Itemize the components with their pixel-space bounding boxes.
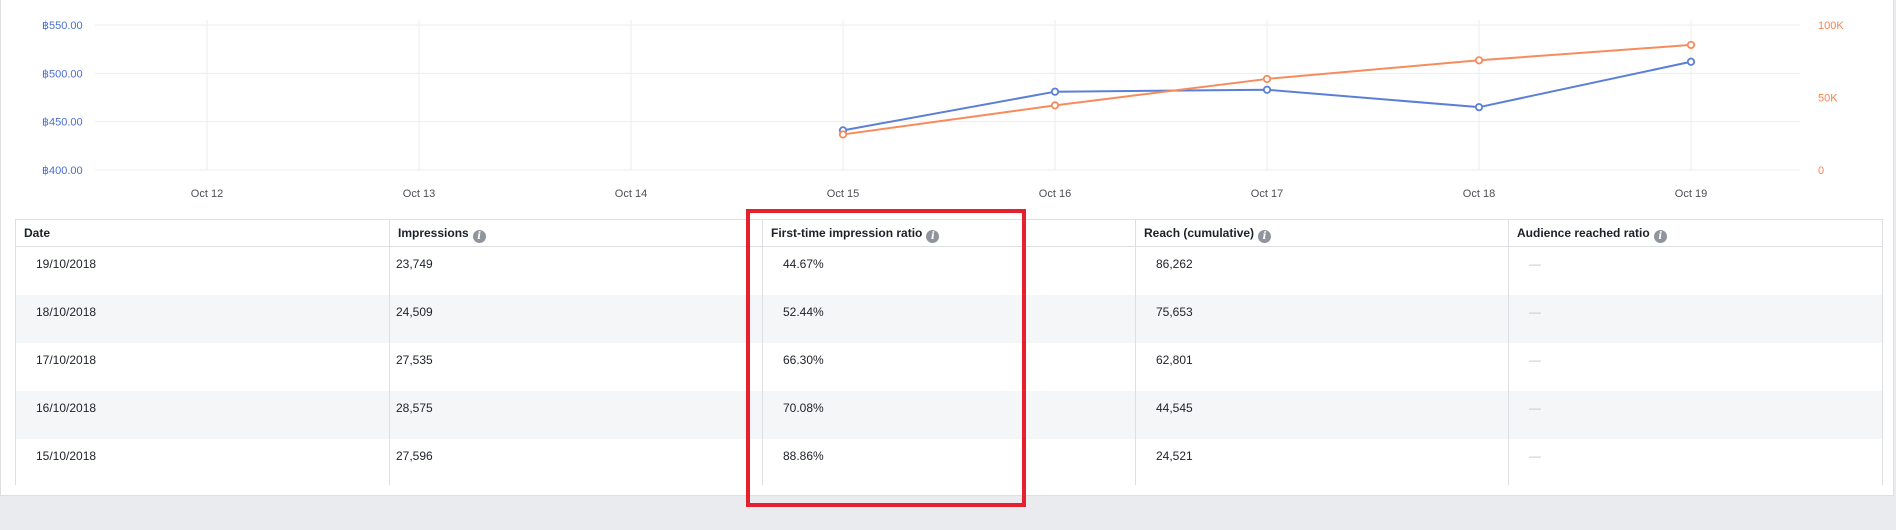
cell-date: 19/10/2018 <box>36 257 97 271</box>
header-first-time-impression-ratio[interactable]: First-time impression ratio i <box>763 220 940 248</box>
header-audience-reached-ratio[interactable]: Audience reached ratio i <box>1509 220 1667 248</box>
y-right-tick-label: 50K <box>1818 93 1838 105</box>
series-point-right <box>1474 56 1484 65</box>
table-row: 18/10/2018 24,509 52.44% 75,653 — <box>16 295 1882 343</box>
header-date-label: Date <box>24 226 51 240</box>
y-right-tick-label: 100K <box>1818 20 1844 32</box>
cell-date: 15/10/2018 <box>36 449 97 463</box>
cell-audience-ratio: — <box>1529 449 1541 463</box>
cell-audience-ratio: — <box>1529 257 1541 271</box>
table-header: Date Impressions i First-time impression … <box>16 219 1882 247</box>
series-point-right <box>838 130 848 139</box>
cell-first-time-ratio: 70.08% <box>783 401 824 415</box>
header-audience-ratio-label: Audience reached ratio <box>1517 226 1650 240</box>
cell-impressions: 28,575 <box>396 401 433 415</box>
y-left-tick-label: ฿500.00 <box>42 68 83 80</box>
cell-impressions: 27,535 <box>396 353 433 367</box>
report-panel: Oct 12 Oct 13 Oct 14 Oct 15 Oct 16 Oct 17 Oct … <box>0 0 1894 496</box>
column-divider[interactable] <box>1135 219 1136 485</box>
column-divider[interactable] <box>389 219 390 485</box>
header-date[interactable]: Date <box>16 220 50 248</box>
cell-reach: 44,545 <box>1156 401 1193 415</box>
cell-audience-ratio: — <box>1529 353 1541 367</box>
cell-reach: 24,521 <box>1156 449 1193 463</box>
series-point-right <box>1050 101 1060 110</box>
series-point-left <box>1262 85 1272 94</box>
cell-audience-ratio: — <box>1529 401 1541 415</box>
cell-first-time-ratio: 44.67% <box>783 257 824 271</box>
header-reach-label: Reach (cumulative) <box>1144 226 1255 240</box>
cell-reach: 86,262 <box>1156 257 1193 271</box>
panel-border <box>0 0 1 496</box>
column-divider[interactable] <box>1508 219 1509 485</box>
y-left-tick-label: ฿450.00 <box>42 117 83 129</box>
cell-impressions: 24,509 <box>396 305 433 319</box>
info-icon[interactable]: i <box>1258 230 1272 243</box>
cell-date: 18/10/2018 <box>36 305 97 319</box>
cell-date: 16/10/2018 <box>36 401 97 415</box>
series-point-left <box>1686 57 1696 66</box>
table-row: 15/10/2018 27,596 88.86% 24,521 — <box>16 439 1882 487</box>
cell-audience-ratio: — <box>1529 305 1541 319</box>
cell-reach: 62,801 <box>1156 353 1193 367</box>
x-tick-label: Oct 14 <box>615 188 647 200</box>
cell-first-time-ratio: 88.86% <box>783 449 824 463</box>
cell-first-time-ratio: 52.44% <box>783 305 824 319</box>
cell-impressions: 23,749 <box>396 257 433 271</box>
header-impressions-label: Impressions <box>398 226 469 240</box>
series-point-left <box>1474 103 1484 112</box>
table-row: 17/10/2018 27,535 66.30% 62,801 — <box>16 343 1882 391</box>
x-tick-label: Oct 15 <box>827 188 859 200</box>
table-row: 19/10/2018 23,749 44.67% 86,262 — <box>16 247 1882 295</box>
info-icon[interactable]: i <box>1653 230 1667 243</box>
series-point-left <box>1050 87 1060 96</box>
series-point-right <box>1262 74 1272 84</box>
x-tick-label: Oct 18 <box>1463 188 1495 200</box>
y-right-tick-label: 0 <box>1818 165 1824 177</box>
y-left-tick-label: ฿400.00 <box>42 165 83 177</box>
header-reach[interactable]: Reach (cumulative) i <box>1136 220 1272 248</box>
cell-reach: 75,653 <box>1156 305 1193 319</box>
info-icon[interactable]: i <box>472 230 486 243</box>
x-tick-label: Oct 17 <box>1251 188 1283 200</box>
cell-date: 17/10/2018 <box>36 353 97 367</box>
x-tick-label: Oct 16 <box>1039 188 1071 200</box>
x-tick-label: Oct 12 <box>191 188 223 200</box>
line-chart: Oct 12 Oct 13 Oct 14 Oct 15 Oct 16 Oct 17 Oct … <box>42 20 1844 200</box>
header-first-time-ratio-label: First-time impression ratio <box>771 226 923 240</box>
header-impressions[interactable]: Impressions i <box>390 220 486 248</box>
column-divider[interactable] <box>762 219 763 485</box>
x-tick-label: Oct 19 <box>1675 188 1707 200</box>
cell-first-time-ratio: 66.30% <box>783 353 824 367</box>
y-left-tick-label: ฿550.00 <box>42 20 83 32</box>
info-icon[interactable]: i <box>926 230 940 243</box>
cell-impressions: 27,596 <box>396 449 433 463</box>
series-point-right <box>1686 40 1696 50</box>
x-tick-label: Oct 13 <box>403 188 435 200</box>
table-row: 16/10/2018 28,575 70.08% 44,545 — <box>16 391 1882 439</box>
metrics-table: Date Impressions i First-time impression … <box>15 219 1883 485</box>
